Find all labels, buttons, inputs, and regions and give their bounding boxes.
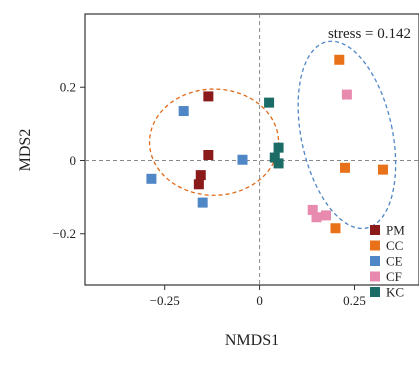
point-cc bbox=[334, 54, 345, 65]
point-cc bbox=[339, 162, 350, 173]
stress-annotation: stress = 0.142 bbox=[328, 26, 411, 42]
x-tick-label: 0 bbox=[256, 293, 263, 308]
x-tick-label: 0.25 bbox=[343, 293, 366, 308]
point-kc bbox=[273, 158, 284, 169]
legend-label-ce: CE bbox=[386, 254, 403, 269]
y-axis-title: MDS2 bbox=[17, 129, 34, 172]
point-ce bbox=[197, 197, 208, 208]
point-kc bbox=[264, 97, 275, 108]
legend-label-cf: CF bbox=[386, 269, 402, 284]
reference-lines bbox=[85, 14, 419, 285]
point-cf bbox=[307, 204, 318, 215]
point-cc bbox=[377, 164, 388, 175]
data-points bbox=[146, 54, 388, 234]
point-cc bbox=[330, 223, 341, 234]
legend-label-cc: CC bbox=[386, 238, 403, 253]
point-pm bbox=[203, 91, 214, 102]
point-cf bbox=[311, 212, 322, 223]
y-axis-ticks: −0.2 0 0.2 bbox=[52, 80, 85, 241]
point-pm bbox=[203, 149, 214, 160]
x-axis-ticks: −0.25 0 0.25 bbox=[150, 285, 366, 308]
point-cf bbox=[341, 89, 352, 100]
point-ce bbox=[178, 106, 189, 117]
y-tick-label: 0.2 bbox=[60, 80, 76, 95]
point-pm bbox=[195, 170, 206, 181]
ellipse-cc bbox=[297, 40, 397, 230]
point-ce bbox=[146, 173, 157, 184]
legend-swatch-ce bbox=[370, 256, 380, 266]
legend-label-kc: KC bbox=[386, 285, 404, 300]
x-tick-label: −0.25 bbox=[150, 293, 180, 308]
x-axis-title: NMDS1 bbox=[225, 332, 279, 349]
point-ce bbox=[237, 154, 248, 165]
point-cf bbox=[321, 210, 332, 221]
legend-swatch-cc bbox=[370, 240, 380, 251]
point-kc bbox=[273, 142, 284, 153]
y-tick-label: 0 bbox=[70, 153, 77, 168]
ellipse-pm bbox=[148, 88, 280, 196]
legend-swatch-cf bbox=[370, 271, 380, 282]
group-ellipses bbox=[148, 40, 397, 230]
legend-swatch-kc bbox=[370, 287, 380, 297]
point-kc bbox=[269, 152, 280, 163]
legend-label-pm: PM bbox=[386, 223, 405, 238]
legend-swatch-pm bbox=[370, 225, 380, 235]
plot-frame bbox=[84, 13, 419, 286]
point-pm bbox=[193, 179, 204, 190]
y-tick-label: −0.2 bbox=[52, 226, 76, 241]
